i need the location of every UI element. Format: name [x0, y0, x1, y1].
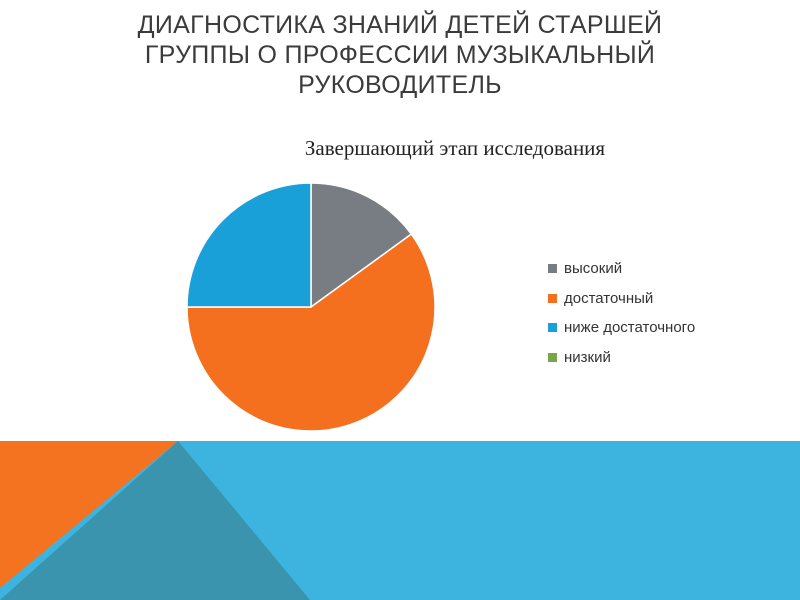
chart-title: Завершающий этап исследования	[304, 136, 606, 160]
legend-swatch	[548, 323, 557, 333]
chart-legend: высокий достаточный ниже достаточного низки…	[548, 254, 695, 372]
legend-item: высокий	[548, 254, 695, 284]
slide-title: ДИАГНОСТИКА ЗНАНИЙ ДЕТЕЙ СТАРШЕЙ ГРУППЫ …	[137, 11, 663, 99]
legend-label: ниже достаточного	[564, 319, 696, 337]
legend-label: низкий	[564, 348, 611, 366]
legend-swatch	[548, 352, 557, 362]
legend-item: достаточный	[548, 284, 695, 314]
legend-label: высокий	[564, 260, 623, 278]
decorative-bottom-band	[0, 441, 800, 600]
band-orange-triangle	[0, 441, 178, 588]
pie-slice-0	[310, 182, 413, 309]
legend-swatch	[548, 264, 557, 274]
legend-label: достаточный	[564, 289, 654, 307]
pie-slice-1	[186, 233, 436, 432]
legend-item: ниже достаточного	[548, 313, 695, 343]
legend-item: низкий	[548, 343, 695, 373]
pie-slice-2	[186, 182, 312, 308]
legend-swatch	[548, 293, 557, 303]
band-teal-triangle	[0, 441, 310, 600]
